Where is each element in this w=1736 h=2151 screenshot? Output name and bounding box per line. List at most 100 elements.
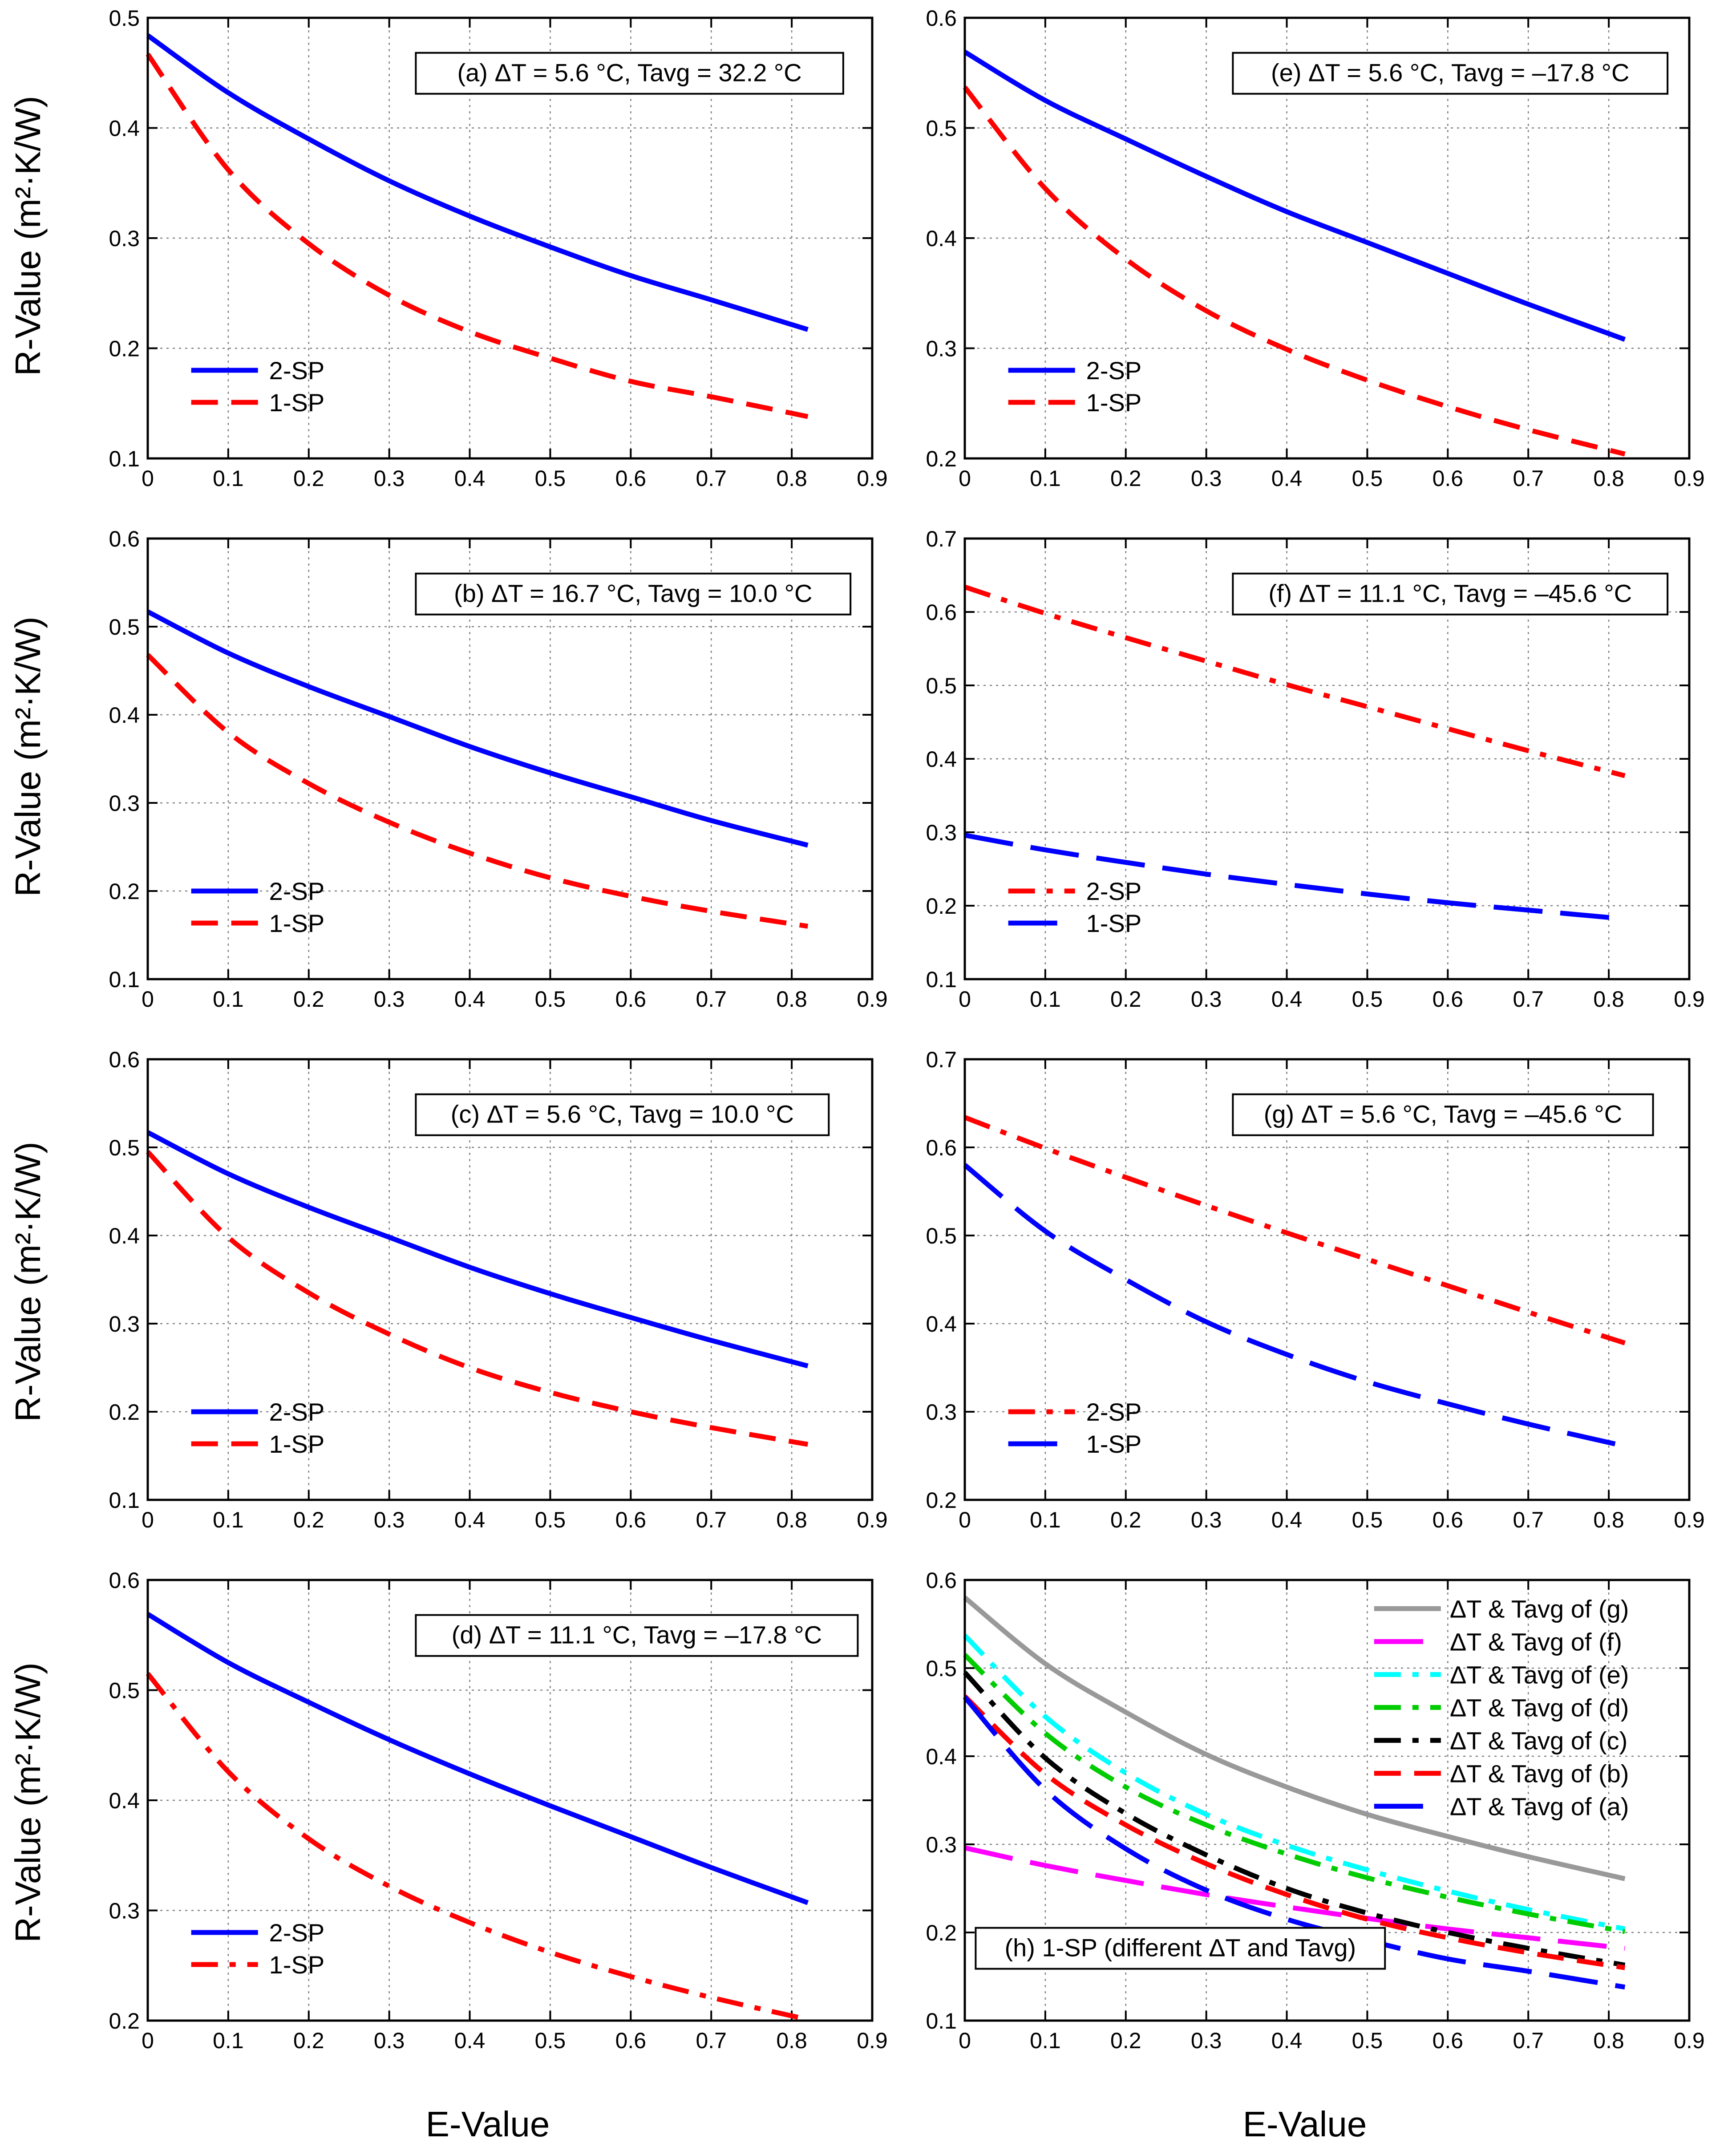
- x-tick-label: 0.3: [374, 987, 405, 1012]
- panels-layer: 0 0.1 0.2 0.3 0.4 0.5 0.6 0.7 0.8 0.90.10.20.30.4…: [109, 6, 1704, 2053]
- series-line-2-sp: [146, 33, 809, 332]
- chart-panel-f: 0 0.1 0.2 0.3 0.4 0.5 0.6 0.7 0.8 0.90.10.20.30.4…: [926, 527, 1704, 1012]
- x-tick-label: 0.7: [1513, 1507, 1544, 1532]
- x-tick-label: 0.1: [213, 466, 244, 491]
- y-tick-label: 0.4: [109, 703, 140, 728]
- x-tick-label: 0.9: [857, 987, 888, 1012]
- y-tick-label: 0.2: [109, 336, 140, 361]
- x-tick-label: 0.9: [857, 1507, 888, 1532]
- x-tick-label: 0.3: [374, 466, 405, 491]
- x-tick-label: 0.5: [1352, 1507, 1383, 1532]
- x-tick-label: 0.2: [1110, 987, 1141, 1012]
- legend-label: 2-SP: [1086, 877, 1142, 905]
- x-tick-label: 0.7: [1513, 987, 1544, 1012]
- y-tick-label: 0.3: [926, 820, 957, 845]
- x-tick-label: 0.2: [1110, 1507, 1141, 1532]
- x-tick-label: 0.2: [1110, 466, 1141, 491]
- x-tick-label: 0: [959, 2028, 971, 2053]
- y-tick-label: 0.5: [109, 1678, 140, 1703]
- plot-frame: [963, 1058, 1691, 1501]
- x-axis-title-left: E-Value: [426, 2104, 550, 2144]
- x-tick-label: 0.4: [454, 466, 486, 491]
- legend-label: 2-SP: [1086, 356, 1142, 385]
- y-tick-label: 0.3: [109, 226, 140, 251]
- x-tick-label: 0.5: [535, 1507, 566, 1532]
- x-tick-label: 0.3: [1191, 2028, 1222, 2053]
- y-tick-label: 0.1: [109, 1488, 140, 1513]
- x-tick-label: 0.4: [1271, 2028, 1303, 2053]
- x-tick-label: 0.8: [776, 2028, 807, 2053]
- series-line-1-sp: [146, 1150, 809, 1447]
- series-line--t-tavg-of-g-: [963, 1596, 1626, 1881]
- plot-frame: [963, 1579, 1691, 2022]
- y-tick-label: 0.1: [926, 2009, 957, 2034]
- annotation-label: (b) ΔT = 16.7 °C, Tavg = 10.0 °C: [454, 579, 812, 608]
- y-tick-label: 0.6: [926, 6, 957, 31]
- x-tick-label: 0.5: [1352, 2028, 1383, 2053]
- series-line--t-tavg-of-a-: [963, 1695, 1626, 1990]
- x-tick-label: 0.5: [1352, 987, 1383, 1012]
- y-tick-label: 0.4: [926, 1744, 957, 1769]
- annotation-label: (d) ΔT = 11.1 °C, Tavg = –17.8 °C: [452, 1621, 822, 1649]
- chart-panel-d: 0 0.1 0.2 0.3 0.4 0.5 0.6 0.7 0.8 0.9 0.2 0.3 0.4 0.5…: [109, 1568, 887, 2053]
- series-line-2-sp: [146, 1130, 809, 1369]
- y-tick-label: 0.3: [926, 336, 957, 361]
- plot-frame: [963, 537, 1691, 980]
- x-tick-label: 0: [959, 1507, 971, 1532]
- y-tick-label: 0.3: [926, 1832, 957, 1857]
- y-tick-label: 0.7: [926, 1047, 957, 1072]
- series-line--t-tavg-of-d-: [963, 1653, 1626, 1934]
- y-axis-title-b: R-Value (m²·K/W): [8, 616, 48, 897]
- plot-frame: [146, 1058, 874, 1501]
- legend-label: 1-SP: [1086, 389, 1142, 417]
- y-tick-label: 0.6: [926, 600, 957, 625]
- annotation-box: [415, 1093, 830, 1136]
- x-tick-label: 0: [142, 2028, 154, 2053]
- x-tick-label: 0.5: [535, 2028, 566, 2053]
- x-tick-label: 0.1: [213, 987, 244, 1012]
- x-tick-label: 0.1: [1030, 2028, 1061, 2053]
- x-tick-label: 0.4: [1271, 987, 1303, 1012]
- x-tick-label: 0.9: [1674, 466, 1705, 491]
- x-tick-label: 0.3: [1191, 466, 1222, 491]
- x-tick-label: 0.3: [374, 2028, 405, 2053]
- legend-label: 1-SP: [1086, 1430, 1142, 1458]
- x-tick-label: 0.1: [213, 1507, 244, 1532]
- annotation-label: (e) ΔT = 5.6 °C, Tavg = –17.8 °C: [1271, 59, 1629, 87]
- x-tick-label: 0.6: [1433, 466, 1464, 491]
- x-tick-label: 0.7: [1513, 466, 1544, 491]
- annotation-box: [415, 572, 852, 616]
- legend-label: ΔT & Tavg of (d): [1450, 1693, 1629, 1722]
- annotation-box: [1232, 1093, 1654, 1136]
- x-tick-label: 0.3: [374, 1507, 405, 1532]
- annotation-box: [415, 52, 844, 95]
- annotation-label: (c) ΔT = 5.6 °C, Tavg = 10.0 °C: [451, 1100, 794, 1128]
- x-tick-label: 0.1: [1030, 1507, 1061, 1532]
- legend-label: ΔT & Tavg of (a): [1450, 1792, 1629, 1820]
- y-axis-title-a: R-Value (m²·K/W): [8, 96, 48, 376]
- x-tick-label: 0.8: [776, 466, 807, 491]
- legend-label: ΔT & Tavg of (b): [1450, 1759, 1629, 1787]
- x-tick-label: 0.7: [696, 987, 727, 1012]
- series-line-1-sp: [963, 85, 1626, 457]
- legend-label: 2-SP: [269, 356, 325, 385]
- legend-label: 1-SP: [269, 909, 325, 937]
- y-axis-title-c: R-Value (m²·K/W): [8, 1142, 48, 1422]
- y-tick-label: 0.1: [109, 967, 140, 992]
- x-tick-label: 0.2: [1110, 2028, 1141, 2053]
- y-tick-label: 0.2: [109, 2009, 140, 2034]
- annotation-label: (h) 1-SP (different ΔT and Tavg): [1004, 1934, 1356, 1962]
- series-line-1-sp: [146, 1672, 809, 2022]
- annotation-label: (f) ΔT = 11.1 °C, Tavg = –45.6 °C: [1268, 579, 1632, 608]
- x-tick-label: 0.2: [293, 987, 324, 1012]
- plot-frame: [146, 1579, 874, 2022]
- legend-label: ΔT & Tavg of (g): [1450, 1595, 1629, 1623]
- plot-frame: [146, 16, 874, 460]
- x-tick-label: 0.5: [535, 987, 566, 1012]
- legend-label: ΔT & Tavg of (f): [1450, 1628, 1622, 1656]
- series-line-2-sp: [964, 584, 1626, 778]
- x-tick-label: 0.4: [454, 987, 486, 1012]
- legend-label: 1-SP: [269, 1951, 325, 1979]
- x-tick-label: 0: [142, 466, 154, 491]
- y-tick-label: 0.5: [109, 1135, 140, 1160]
